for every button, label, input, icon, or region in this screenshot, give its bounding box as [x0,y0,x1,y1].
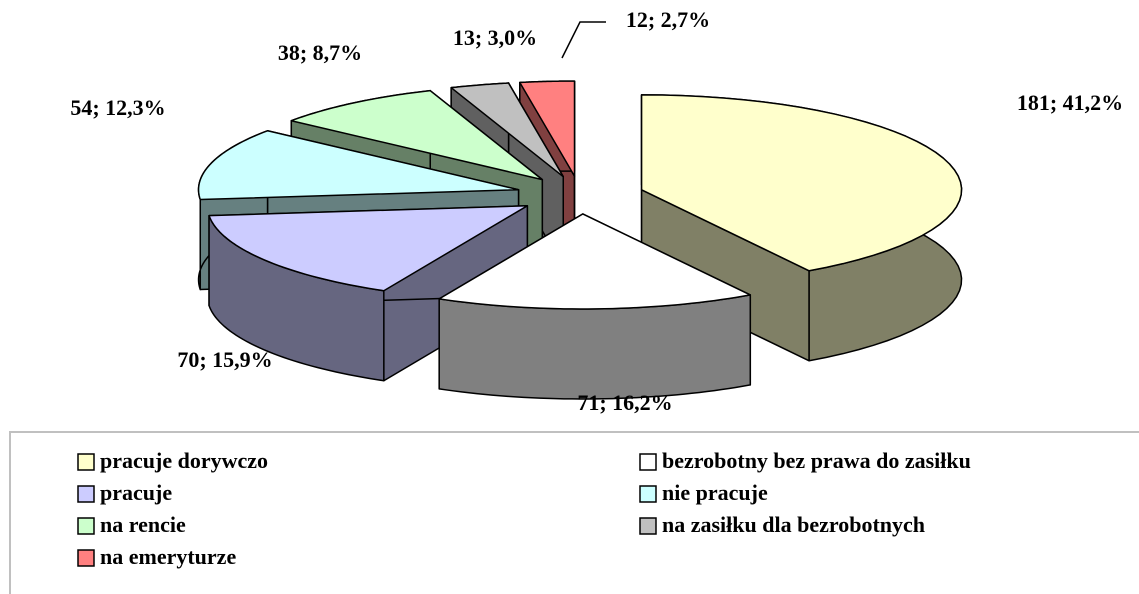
slice [438,213,752,400]
slice-wall [438,294,752,400]
legend-swatch [639,453,657,471]
slice-top [640,94,963,272]
legend-swatch [77,453,95,471]
slice-top [438,213,752,310]
legend-swatch [77,485,95,503]
legend-label: pracuje [100,480,172,505]
data-label: 12; 2,7% [626,7,710,32]
legend-label: na emeryturze [100,544,236,569]
legend-swatch [639,517,657,535]
legend-label: na zasiłku dla bezrobotnych [662,512,925,537]
legend-label: nie pracuje [662,480,768,505]
legend-label: pracuje dorywczo [100,448,268,473]
slice-top [208,205,529,292]
data-label: 70; 15,9% [177,347,272,372]
slice-top [290,89,544,181]
slice-top [197,130,520,201]
legend-swatch [77,517,95,535]
leader-line [561,21,606,59]
slice-top [450,82,565,178]
legend-label: na rencie [100,512,186,537]
data-label: 181; 41,2% [1017,90,1123,115]
data-label: 54; 12,3% [70,95,165,120]
data-label: 71; 16,2% [577,390,672,415]
legend-label: bezrobotny bez prawa do zasiłku [662,448,971,473]
data-label: 38; 8,7% [278,40,362,65]
data-label: 13; 3,0% [453,25,537,50]
legend-swatch [77,549,95,567]
legend-swatch [639,485,657,503]
legend-box [9,431,1139,594]
slice-top [519,80,576,177]
